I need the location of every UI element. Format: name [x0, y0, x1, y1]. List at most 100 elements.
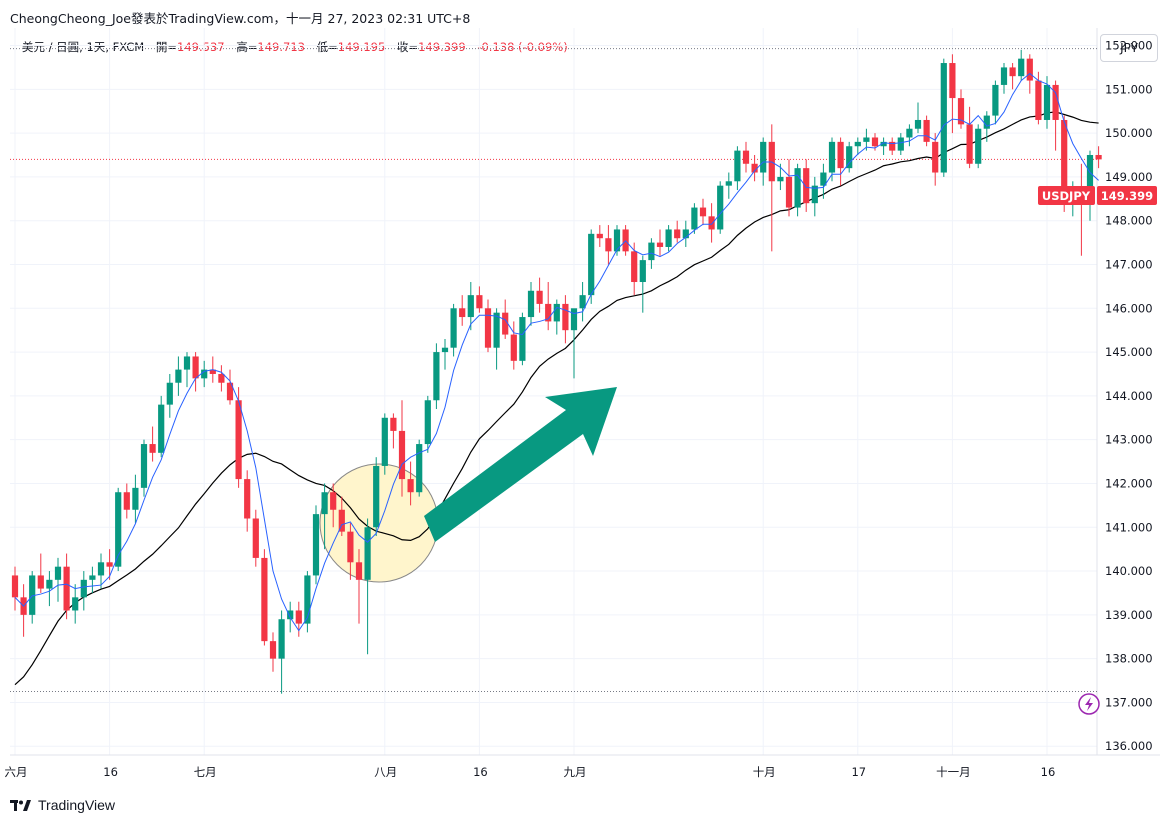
footer: TradingView	[10, 797, 115, 813]
open-value: 149.537	[177, 40, 225, 54]
y-tick-label: 138.000	[1105, 652, 1153, 666]
y-tick-label: 149.000	[1105, 170, 1153, 184]
candle-body	[785, 176, 793, 208]
candle-body	[1095, 155, 1102, 160]
candle	[1086, 150, 1094, 221]
candle-body	[545, 303, 552, 322]
candle	[751, 155, 758, 182]
candle-body	[261, 557, 268, 642]
candle	[278, 610, 285, 694]
x-tick-label: 七月	[194, 765, 217, 779]
candle-body	[37, 575, 44, 589]
candle	[699, 198, 707, 226]
candle	[1000, 63, 1008, 94]
candle	[794, 163, 801, 217]
candle-body	[613, 229, 621, 252]
y-tick-label: 147.000	[1105, 257, 1153, 271]
candle	[639, 255, 646, 313]
ma-slow	[14, 111, 1099, 686]
candle	[123, 483, 130, 519]
y-tick-label: 144.000	[1105, 389, 1153, 403]
candle	[932, 133, 939, 186]
candle	[656, 229, 664, 256]
candle	[312, 505, 320, 585]
candle	[579, 282, 586, 322]
candle	[545, 282, 552, 331]
candle-body	[416, 444, 423, 493]
candle	[390, 413, 397, 449]
candle	[570, 308, 578, 379]
candle-body	[510, 334, 517, 361]
open-label: 開	[155, 40, 168, 54]
candle-body	[484, 308, 492, 348]
close-label: 收	[396, 40, 409, 54]
badge-price: 149.399	[1101, 189, 1153, 203]
candle-body	[373, 465, 380, 528]
candle	[785, 159, 793, 217]
badge-price-bg	[1097, 186, 1157, 205]
candle-body	[596, 233, 603, 239]
reference-lines	[10, 48, 1097, 692]
lightning-icon[interactable]	[1078, 693, 1100, 715]
candle	[631, 242, 638, 296]
candle-body	[407, 479, 414, 493]
candle-body	[235, 400, 242, 480]
candle-body	[364, 527, 371, 580]
ma-fast-line	[14, 72, 1099, 632]
candle	[175, 356, 182, 396]
candle	[605, 225, 612, 265]
candle	[244, 470, 251, 532]
candle-body	[149, 444, 156, 453]
candle	[957, 89, 965, 129]
candle-body	[106, 562, 113, 567]
candle-body	[433, 352, 440, 401]
y-tick-label: 143.000	[1105, 433, 1153, 447]
candle-body	[605, 238, 612, 252]
y-tick-label: 137.000	[1105, 695, 1153, 709]
candle	[725, 172, 732, 199]
candle-body	[906, 128, 913, 138]
candle	[476, 286, 483, 313]
candle	[37, 553, 44, 593]
candle	[897, 133, 904, 156]
candle-body	[381, 417, 388, 466]
candle-body	[648, 242, 655, 261]
y-tick-label: 151.000	[1105, 82, 1153, 96]
candle-body	[639, 260, 646, 283]
candle	[355, 549, 363, 624]
candle-body	[183, 356, 191, 370]
y-tick-label: 140.000	[1105, 564, 1153, 578]
candle-body	[820, 172, 827, 186]
candle	[742, 141, 750, 173]
candle	[562, 295, 569, 344]
candle-body	[536, 290, 543, 304]
candle	[416, 439, 423, 497]
candle-body	[209, 369, 216, 374]
candle	[889, 137, 896, 156]
symbol-label[interactable]: 美元 / 日圓, 1天, FXCM	[22, 40, 145, 54]
candle	[347, 522, 354, 580]
candle	[1078, 163, 1085, 256]
candle-body	[811, 185, 818, 204]
candle-body	[398, 430, 406, 480]
candle	[459, 295, 466, 326]
candle	[269, 632, 277, 672]
candle	[854, 137, 861, 156]
x-tick-label: 十一月	[936, 765, 971, 779]
candle-body	[330, 492, 337, 510]
price-chart[interactable]: 152.000 151.000 150.000 149.000 148.000 147.0…	[0, 0, 1172, 790]
time-axis: 六月 16 七月 八月 16 九月 十月 17 十一月 16	[5, 765, 1056, 779]
candle	[149, 426, 156, 462]
candle	[89, 566, 96, 593]
candle-body	[562, 303, 569, 331]
candle-body	[854, 141, 861, 147]
candle	[11, 566, 19, 611]
candle-body	[54, 566, 62, 580]
ma-slow-line	[14, 111, 1099, 686]
candle	[596, 225, 603, 247]
currency-button[interactable]: JPY	[1100, 34, 1158, 62]
candle-body	[751, 163, 758, 173]
candle	[717, 181, 724, 234]
candle-body	[1000, 67, 1008, 85]
candle-body	[914, 119, 922, 129]
